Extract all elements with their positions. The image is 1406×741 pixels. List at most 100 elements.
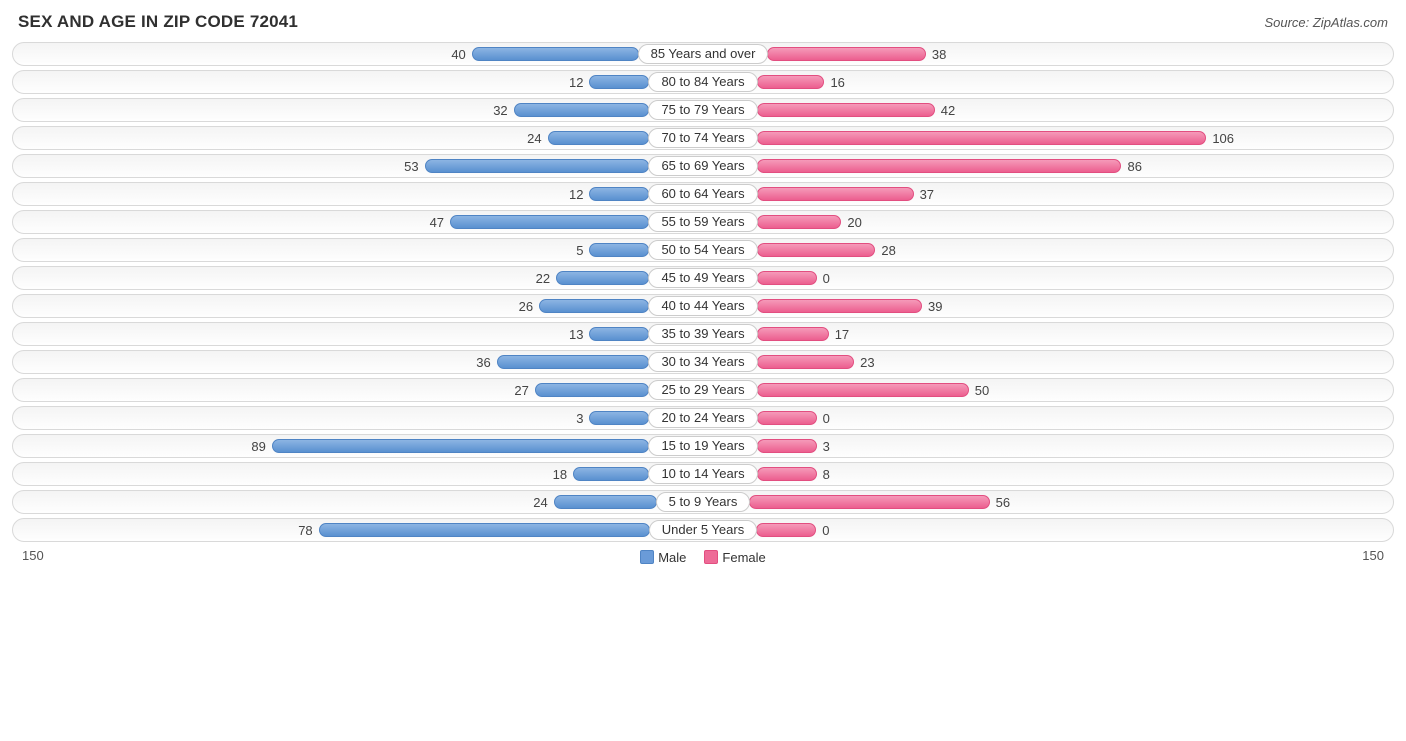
- row-track: 3630 to 34 Years 23: [12, 350, 1394, 374]
- female-half: 16: [757, 71, 1393, 93]
- age-category-label: 50 to 54 Years: [648, 240, 757, 260]
- age-category-label: 15 to 19 Years: [648, 436, 757, 456]
- source-prefix: Source:: [1264, 15, 1312, 30]
- pyramid-row: 3630 to 34 Years 23: [12, 350, 1394, 374]
- age-category-label: 60 to 64 Years: [648, 184, 757, 204]
- row-track: 1335 to 39 Years17: [12, 322, 1394, 346]
- female-value: 39: [922, 299, 948, 314]
- female-bar: [757, 215, 842, 229]
- male-value: 24: [527, 495, 553, 510]
- row-track: 245 to 9 Years56: [12, 490, 1394, 514]
- age-category-label: 65 to 69 Years: [648, 156, 757, 176]
- female-bar: [757, 103, 935, 117]
- male-value: 40: [445, 47, 471, 62]
- male-value: 5: [570, 243, 589, 258]
- male-value: 22: [530, 271, 556, 286]
- pyramid-row: 1810 to 14 Years8: [12, 462, 1394, 486]
- female-half: 56: [749, 491, 1393, 513]
- female-bar: [757, 271, 817, 285]
- pyramid-row: 2245 to 49 Years0: [12, 266, 1394, 290]
- male-value: 24: [521, 131, 547, 146]
- female-bar: [757, 467, 817, 481]
- female-half: 39: [757, 295, 1393, 317]
- male-value: 12: [563, 75, 589, 90]
- male-value: 3: [570, 411, 589, 426]
- male-value: 18: [547, 467, 573, 482]
- male-bar: [573, 467, 649, 481]
- legend-female: Female: [704, 550, 765, 565]
- male-half: 24: [13, 127, 649, 149]
- age-category-label: 25 to 29 Years: [648, 380, 757, 400]
- age-category-label: 30 to 34 Years: [648, 352, 757, 372]
- age-category-label: 75 to 79 Years: [648, 100, 757, 120]
- female-value: 42: [935, 103, 961, 118]
- male-half: 47: [13, 211, 649, 233]
- female-bar: [757, 187, 914, 201]
- female-bar: [757, 355, 855, 369]
- age-category-label: 10 to 14 Years: [648, 464, 757, 484]
- male-half: 12: [13, 71, 649, 93]
- row-track: 26 40 to 44 Years 39: [12, 294, 1394, 318]
- female-value: 106: [1206, 131, 1240, 146]
- female-bar: [757, 327, 829, 341]
- female-half: 23: [757, 351, 1393, 373]
- row-track: 78 Under 5 Years 0: [12, 518, 1394, 542]
- axis-right-max: 150: [1362, 548, 1384, 565]
- female-half: 37: [757, 183, 1393, 205]
- row-track: 2470 to 74 Years106: [12, 126, 1394, 150]
- female-value: 20: [841, 215, 867, 230]
- male-value: 78: [292, 523, 318, 538]
- male-bar: [589, 243, 649, 257]
- pyramid-row: 245 to 9 Years56: [12, 490, 1394, 514]
- female-half: 86: [757, 155, 1393, 177]
- male-bar: [450, 215, 649, 229]
- male-half: 27: [13, 379, 649, 401]
- chart-header: SEX AND AGE IN ZIP CODE 72041 Source: Zi…: [12, 8, 1394, 42]
- male-value: 89: [245, 439, 271, 454]
- age-category-label: 20 to 24 Years: [648, 408, 757, 428]
- male-value: 12: [563, 187, 589, 202]
- row-track: 12 60 to 64 Years37: [12, 182, 1394, 206]
- female-bar: [756, 523, 816, 537]
- pyramid-row: 78 Under 5 Years 0: [12, 518, 1394, 542]
- female-value: 38: [926, 47, 952, 62]
- female-bar: [757, 75, 825, 89]
- male-half: 13: [13, 323, 649, 345]
- male-bar: [472, 47, 639, 61]
- age-category-label: Under 5 Years: [649, 520, 757, 540]
- male-bar: [548, 131, 650, 145]
- male-half: 32: [13, 99, 649, 121]
- female-bar: [757, 159, 1122, 173]
- female-bar: [757, 243, 876, 257]
- legend-male: Male: [640, 550, 686, 565]
- male-bar: [539, 299, 649, 313]
- male-value: 27: [508, 383, 534, 398]
- female-value: 0: [816, 523, 835, 538]
- male-bar: [272, 439, 650, 453]
- male-value: 26: [513, 299, 539, 314]
- female-bar: [767, 47, 925, 61]
- male-half: 18: [13, 463, 649, 485]
- source-name: ZipAtlas.com: [1313, 15, 1388, 30]
- male-half: 26: [13, 295, 649, 317]
- male-half: 36: [13, 351, 649, 373]
- male-half: 53: [13, 155, 649, 177]
- female-half: 0: [757, 267, 1393, 289]
- male-half: 40: [13, 43, 639, 65]
- female-value: 56: [990, 495, 1016, 510]
- male-swatch-icon: [640, 550, 654, 564]
- age-category-label: 40 to 44 Years: [648, 296, 757, 316]
- female-half: 0: [757, 407, 1393, 429]
- legend-female-label: Female: [722, 550, 765, 565]
- legend: Male Female: [640, 548, 766, 565]
- male-value: 13: [563, 327, 589, 342]
- chart-title: SEX AND AGE IN ZIP CODE 72041: [18, 12, 298, 32]
- male-half: 5: [13, 239, 649, 261]
- row-track: 3 20 to 24 Years0: [12, 406, 1394, 430]
- male-bar: [556, 271, 649, 285]
- female-half: 28: [757, 239, 1393, 261]
- pyramid-row: 1280 to 84 Years16: [12, 70, 1394, 94]
- female-half: 50: [757, 379, 1393, 401]
- female-value: 23: [854, 355, 880, 370]
- female-half: 20: [757, 211, 1393, 233]
